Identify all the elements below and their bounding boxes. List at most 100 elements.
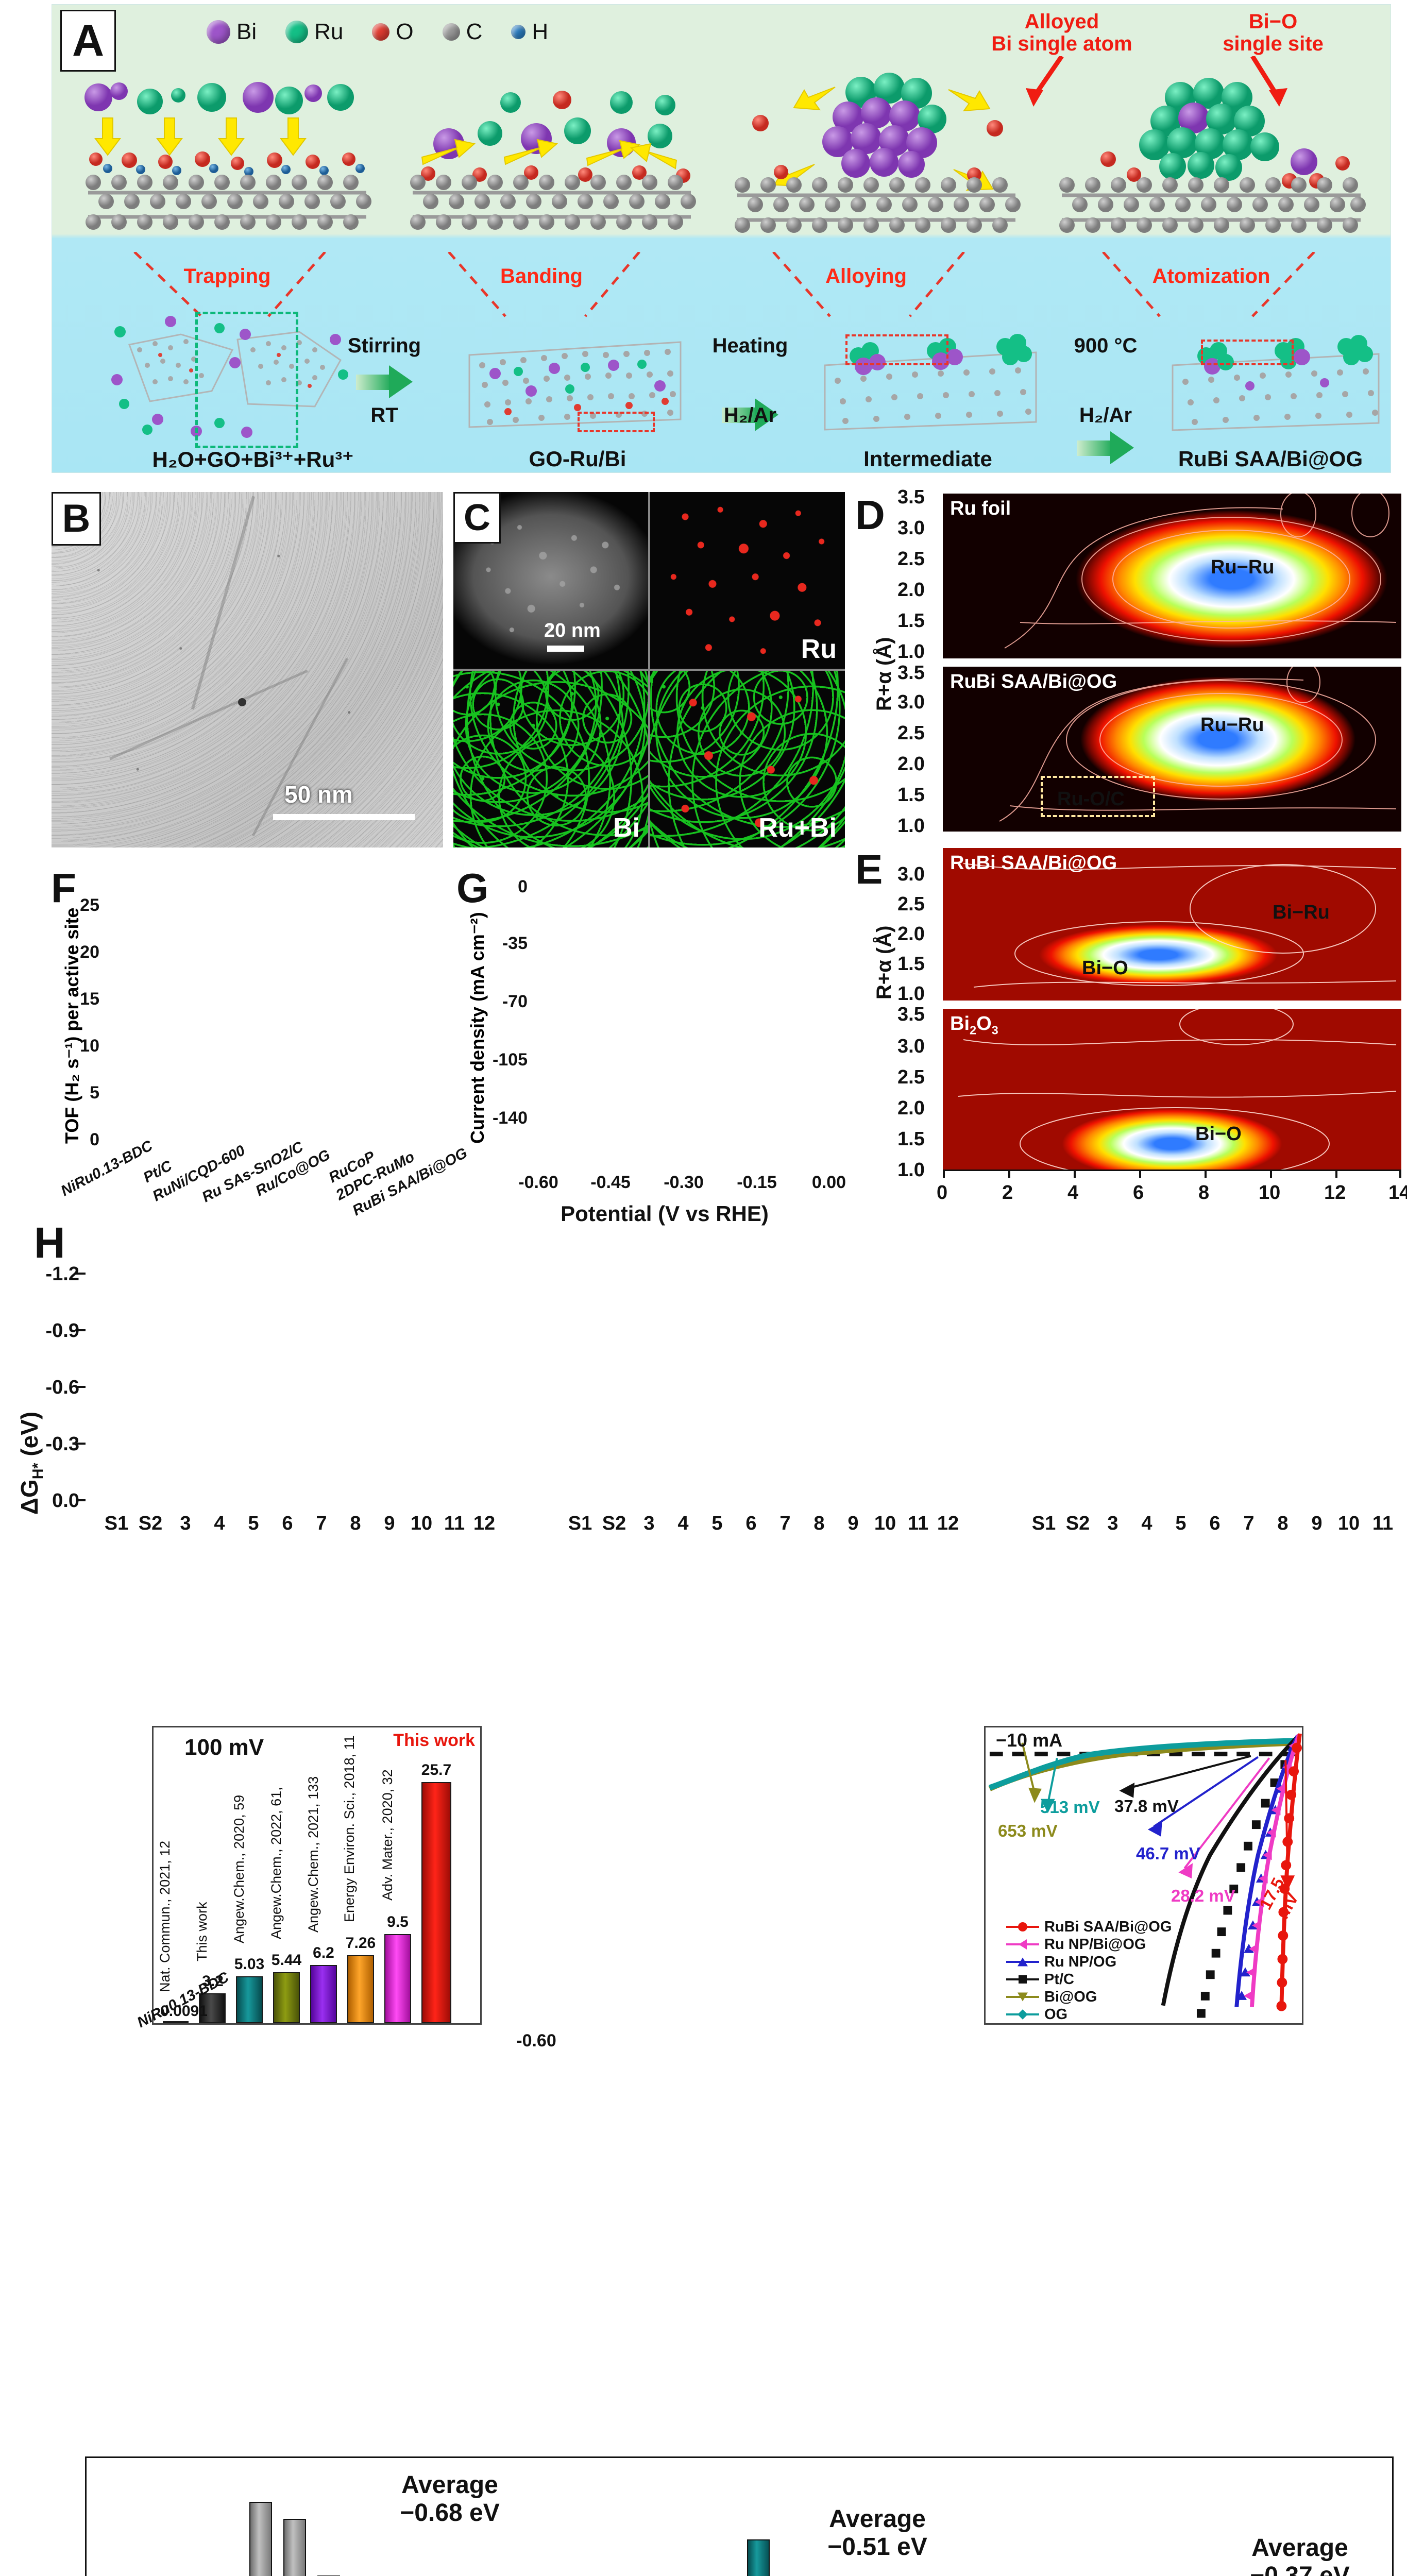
panel-d-ytick-2.0a: 2.0 <box>897 579 925 601</box>
panel-h-average-1-label: Average <box>401 2471 498 2499</box>
panel-d-roi-ru-o-c <box>1041 776 1155 817</box>
legend-item-ru: Ru <box>285 19 343 45</box>
panel-d-wavelet-ru: D 3.5 3.0 2.5 2.0 1.5 1.0 Ru foil Ru−Ru … <box>855 486 1401 837</box>
panel-g-lsv-chart: −10 mA 653 mV 513 mV 37.8 mV 46.7 mV 28.… <box>984 1726 1303 2025</box>
panel-c-scalebar <box>547 646 584 652</box>
legend-line-ru-np-og <box>1006 1957 1039 1967</box>
panel-e-ytick-2.0a: 2.0 <box>897 923 925 945</box>
panel-f-citation-2: Angew.Chem., 2020, 59 <box>231 1794 247 1943</box>
panel-d-ytick-3.5a: 3.5 <box>897 486 925 508</box>
legend-label-ru-np-bi-og: Ru NP/Bi@OG <box>1044 1936 1146 1953</box>
panel-e-ytick-2.5a: 2.5 <box>897 893 925 915</box>
panel-h-average-1-value: −0.68 eV <box>400 2499 500 2527</box>
tem-dark-particle <box>238 698 246 706</box>
panel-e-xaxis <box>943 1170 1401 1178</box>
eds-map-bi: Bi <box>453 671 648 848</box>
panel-d-ytick-1.5a: 1.5 <box>897 610 925 632</box>
panel-g-letter: G <box>456 868 488 909</box>
panel-g-overpotential-467: 46.7 mV <box>1136 1844 1200 1863</box>
panel-h-g2-x-10: 11 <box>907 1513 929 1534</box>
panel-f-letter: F <box>51 868 76 909</box>
panel-d-letter: D <box>855 495 885 536</box>
panel-h-g1-x-2: 3 <box>180 1513 191 1534</box>
panel-e-ytick-3.0b: 3.0 <box>897 1036 925 1057</box>
panel-e-ytick-2.0b: 2.0 <box>897 1097 925 1119</box>
arrow-label-900c: 900 °C <box>1074 334 1138 357</box>
panel-h-tick-0 <box>76 1273 86 1275</box>
panel-f-ytick-0: 0 <box>90 1130 99 1149</box>
panel-g-overpotential-282: 28.2 mV <box>1171 1886 1235 1905</box>
panel-d-peak-ru-ru: Ru−Ru <box>1211 556 1275 578</box>
panel-h-average-3-value: −0.37 eV <box>1250 2562 1350 2576</box>
legend-label-bi: Bi <box>236 19 257 44</box>
panel-e-ytick-2.5b: 2.5 <box>897 1066 925 1088</box>
panel-a-schematic: A Bi Ru O C H Alloyed Bi single atom Bi−… <box>52 4 1391 473</box>
panel-h-g2-x-2: 3 <box>643 1513 655 1534</box>
panel-h-ytick-0.0: 0.0 <box>52 1490 79 1512</box>
arrow-label-rt: RT <box>370 404 398 427</box>
panel-f-citation-1: This work <box>194 1902 210 1961</box>
panel-d-ytick-3.0a: 3.0 <box>897 517 925 539</box>
panel-d-peak-ru-ru-2: Ru−Ru <box>1200 714 1264 736</box>
slab-alloying <box>732 72 1021 252</box>
panel-e-xtick-2: 2 <box>1002 1182 1013 1204</box>
process-arrow-1-icon <box>356 365 413 398</box>
eds-map-ru-bi-overlay: Ru+Bi <box>650 671 845 848</box>
legend-item-ru-np-bi-og: Ru NP/Bi@OG <box>1006 1936 1172 1953</box>
panel-h-g2-x-11: 12 <box>937 1513 959 1534</box>
wavelet-map-bi-rubi-saa: RuBi SAA/Bi@OG Bi−Ru Bi−O <box>943 848 1401 1001</box>
panel-h-ytick-0.3: -0.3 <box>45 1433 79 1455</box>
panel-f-value-6: 9.5 <box>387 1913 409 1930</box>
panel-g-xtick-label-0: -0.60 <box>518 1173 558 1192</box>
panel-h-g3-x-8: 9 <box>1311 1513 1323 1534</box>
legend-label-og: OG <box>1044 2006 1068 2023</box>
legend-item-o: O <box>372 19 414 45</box>
panel-e-xtick-4: 4 <box>1067 1182 1079 1204</box>
panel-f-citation-5: Energy Environ. Sci., 2018, 11 <box>342 1735 357 1922</box>
panel-b-letter-text: B <box>62 497 91 540</box>
panel-f-value-2: 5.03 <box>234 1956 265 1973</box>
table-row <box>273 1972 300 2023</box>
roi-dashed-red-box-4 <box>1201 340 1294 365</box>
panel-h-ytick-0.6: -0.6 <box>45 1377 79 1398</box>
slab-banding <box>408 82 696 252</box>
panel-f-ytick-20: 20 <box>80 942 99 962</box>
panel-g-ytick-140: -140 <box>492 1108 528 1128</box>
panel-f-note-100mv: 100 mV <box>184 1735 264 1760</box>
panel-g-dashed-line-label: −10 mA <box>996 1730 1063 1751</box>
wavelet-map-ru-foil: Ru foil Ru−Ru <box>943 494 1401 658</box>
panel-d-ytick-3.5b: 3.5 <box>897 662 925 684</box>
panel-f-tof-chart: 100 mV This work 0.0091 3.2 5.03 5.44 6.… <box>152 1726 482 2025</box>
panel-h-g3-x-5: 6 <box>1209 1513 1220 1534</box>
bottom-label-reactants: H₂O+GO+Bi³⁺+Ru³⁺ <box>152 447 354 471</box>
panel-h-g2-x-4: 5 <box>711 1513 723 1534</box>
panel-d-ytick-2.5b: 2.5 <box>897 722 925 744</box>
annotation-bio-line2: single site <box>1223 32 1324 56</box>
table-row <box>236 1976 263 2023</box>
panel-d-sub1-title: Ru foil <box>950 498 1011 519</box>
panel-h-g3-x-10: 11 <box>1372 1513 1394 1534</box>
panel-g-xtick-label-2: -0.30 <box>664 1173 704 1192</box>
panel-d-ytick-1.5b: 1.5 <box>897 784 925 806</box>
panel-g-overpotential-378: 37.8 mV <box>1114 1797 1179 1816</box>
panel-f-value-5: 7.26 <box>345 1935 376 1952</box>
legend-line-og <box>1006 2009 1039 2020</box>
wavelet-map-bi2o3: Bi2O3 Bi−O <box>943 1009 1401 1170</box>
legend-label-c: C <box>466 19 483 44</box>
panel-c-scalebar-label: 20 nm <box>544 620 601 641</box>
panel-g-xtick-label-4: 0.00 <box>811 1173 846 1192</box>
legend-line-ru-np-bi-og <box>1006 1939 1039 1950</box>
panel-h-g1-x-6: 7 <box>316 1513 327 1534</box>
panel-g-container: G Current density (mA cm⁻²) 0 -35 -70 -1… <box>453 855 1303 2050</box>
legend-label-ptc: Pt/C <box>1044 1971 1074 1988</box>
panel-h-average-2-value: −0.51 eV <box>827 2533 927 2561</box>
panel-a-letter-text: A <box>72 16 105 65</box>
panel-f-letter-text: F <box>51 865 76 911</box>
panel-a-legend: Bi Ru O C H <box>207 19 548 45</box>
panel-h-average-3-label: Average <box>1251 2534 1348 2562</box>
legend-item-ptc: Pt/C <box>1006 1971 1172 1988</box>
panel-h-g1-x-10: 11 <box>444 1513 465 1534</box>
panel-e-letter-text: E <box>855 846 883 892</box>
panel-h-g3-x-0: S1 <box>1031 1513 1056 1534</box>
bottom-structure-go-rubi <box>459 324 691 443</box>
